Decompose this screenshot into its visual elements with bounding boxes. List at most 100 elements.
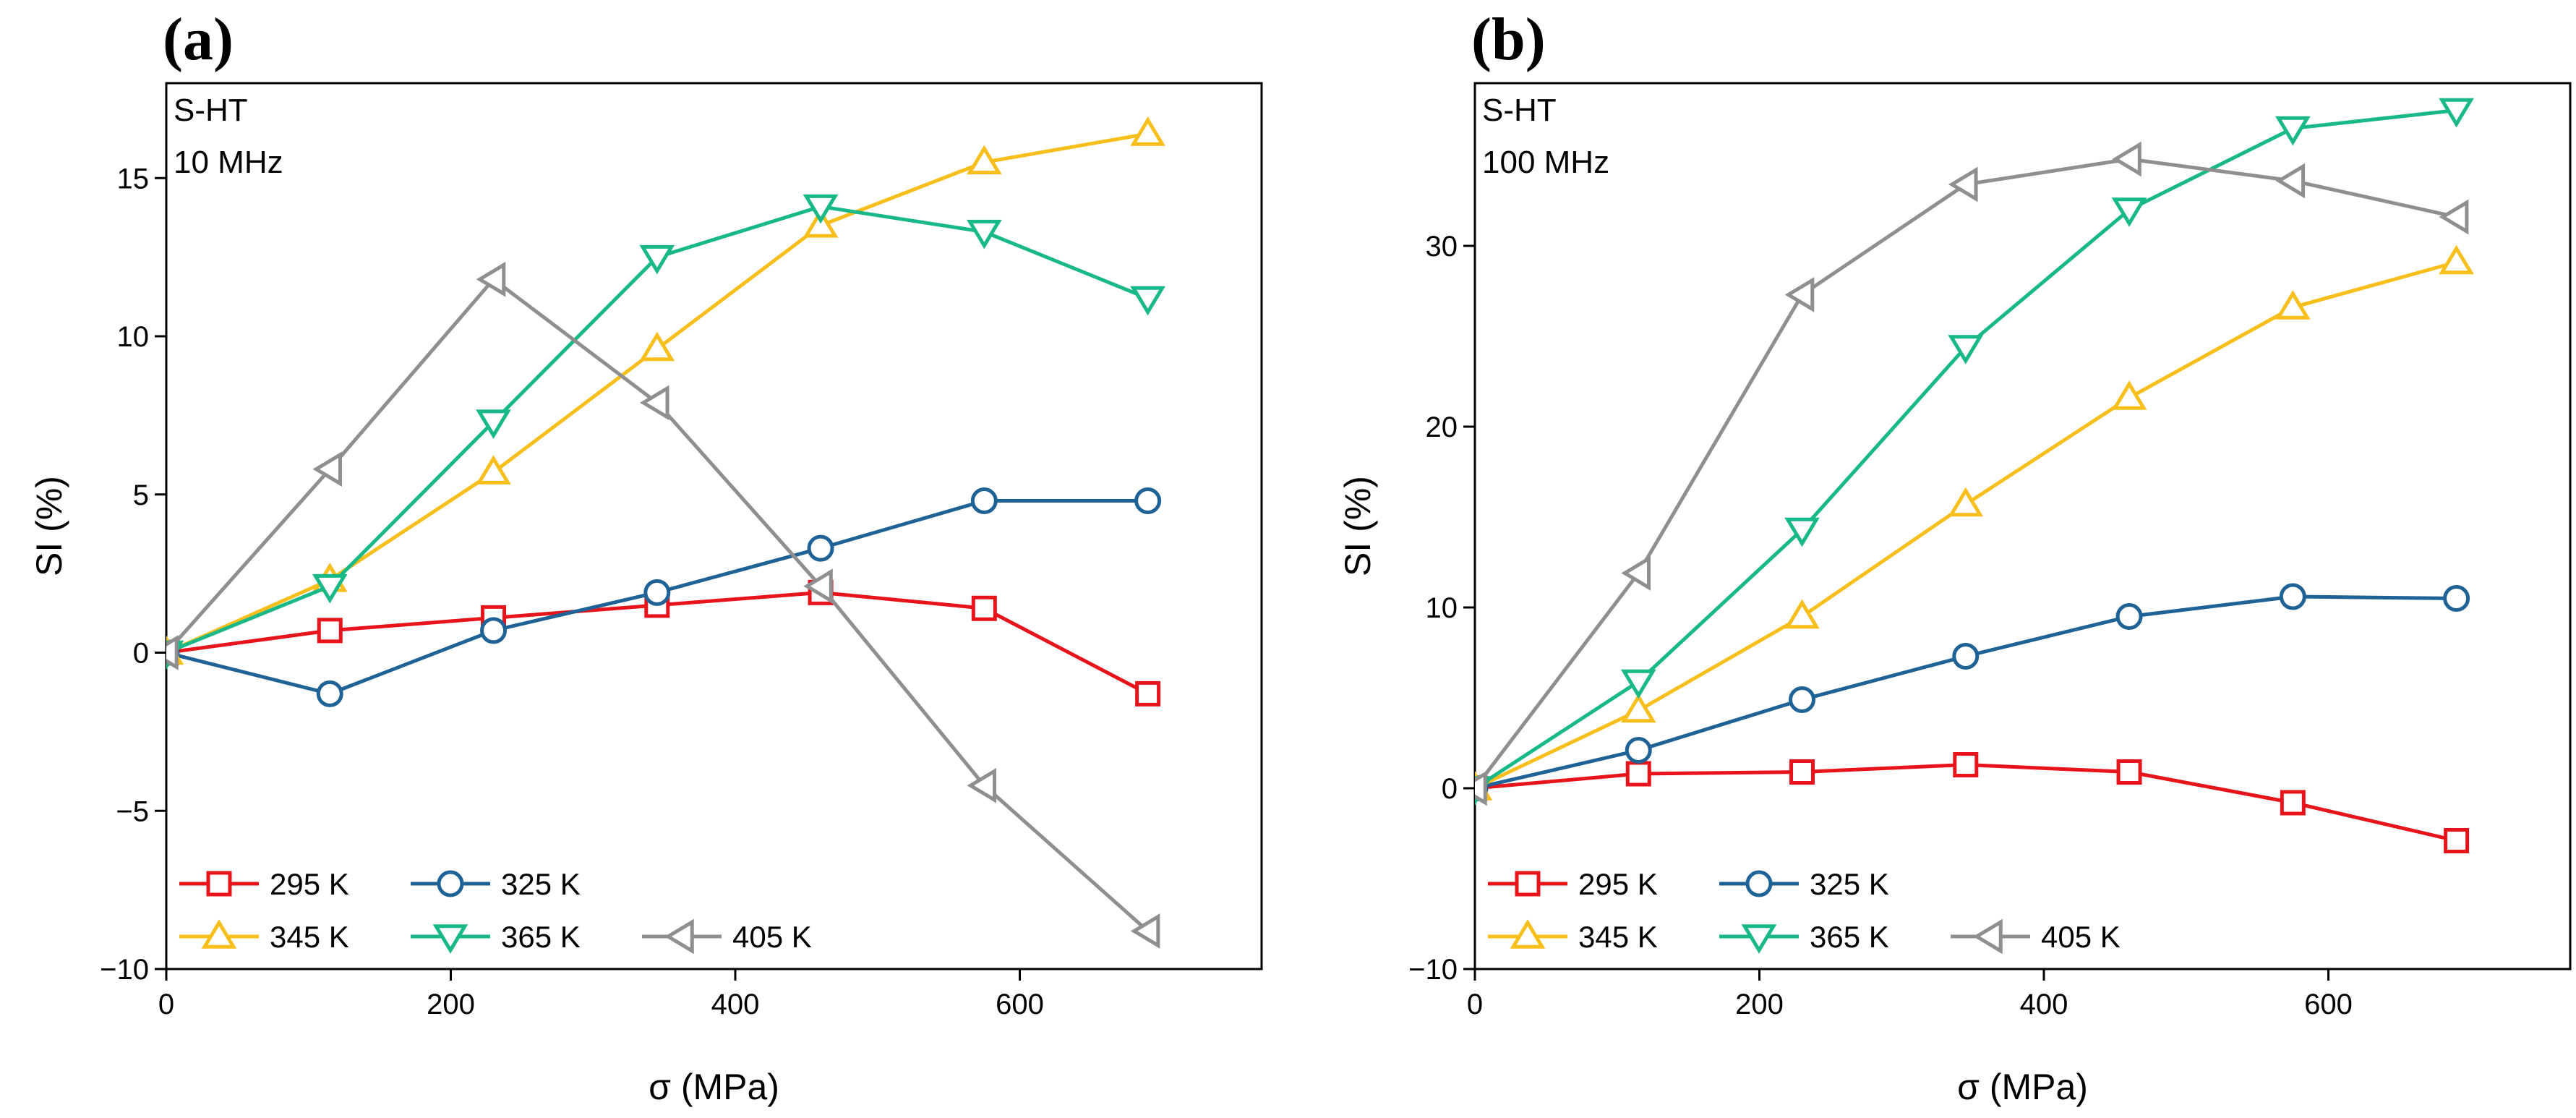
series-295k	[1475, 752, 2470, 853]
panel-label-close: )	[213, 6, 234, 73]
panel-label-close: )	[1526, 6, 1546, 73]
annotation-text: S-HT	[174, 93, 248, 128]
series-405k	[166, 261, 1160, 949]
y-tick-label: 10	[117, 321, 150, 353]
x-tick-label: 600	[996, 989, 1044, 1020]
data-point	[803, 208, 839, 238]
legend-item: 325 K	[411, 867, 581, 901]
panel-label-letter: b	[1492, 6, 1526, 73]
data-point	[639, 331, 675, 362]
data-point	[1475, 770, 1487, 806]
data-point	[1135, 680, 1161, 707]
y-axis-label: SI (%)	[29, 476, 69, 576]
plot-frame	[1473, 82, 2572, 970]
legend-label: 325 K	[501, 867, 581, 901]
legend-marker	[206, 871, 232, 897]
data-point	[1130, 286, 1165, 316]
data-point	[1134, 487, 1162, 514]
legend-label: 405 K	[2041, 920, 2121, 954]
data-point	[476, 261, 506, 297]
data-point	[1948, 166, 1978, 202]
data-point	[967, 767, 997, 803]
legend-item: 295 K	[1488, 867, 1658, 901]
x-tick-label: 200	[1735, 989, 1784, 1020]
legend-item: 325 K	[1719, 867, 1889, 901]
y-tick-label: 15	[117, 163, 150, 195]
data-point	[1130, 913, 1160, 949]
data-point	[1620, 693, 1656, 723]
data-point	[476, 409, 511, 439]
annotation-text: 100 MHz	[1482, 145, 1609, 180]
legend-marker	[1510, 919, 1546, 949]
data-point	[2275, 290, 2311, 320]
legend-label: 405 K	[732, 920, 812, 954]
data-point	[2111, 380, 2147, 410]
legend-marker	[432, 924, 468, 954]
data-point	[1789, 759, 1815, 785]
annotation-text: S-HT	[1482, 93, 1557, 128]
data-point	[971, 595, 997, 621]
data-point	[966, 219, 1002, 249]
data-point	[643, 579, 671, 606]
data-point	[2112, 141, 2141, 177]
data-point	[2279, 583, 2306, 610]
legend-label: 295 K	[1578, 867, 1658, 901]
legend-marker	[1741, 924, 1777, 954]
data-point	[1784, 599, 1820, 629]
series-365k	[166, 194, 1165, 670]
x-tick-label: 0	[1467, 989, 1483, 1020]
legend-label: 365 K	[1810, 920, 1889, 954]
legend-label: 345 K	[1578, 920, 1658, 954]
legend-item: 295 K	[179, 867, 349, 901]
x-axis-label: σ (MPa)	[1957, 1067, 2088, 1107]
data-point	[316, 680, 343, 707]
y-tick-label: 30	[1426, 231, 1458, 263]
y-tick-label: 5	[133, 479, 149, 511]
legend-marker	[1973, 918, 2003, 955]
data-point	[2443, 585, 2470, 612]
x-axis-label: σ (MPa)	[649, 1067, 779, 1107]
panel-label-open: (	[1471, 6, 1492, 73]
data-point	[2280, 790, 2306, 816]
plot-frame	[165, 82, 1263, 970]
data-point	[1952, 643, 1980, 670]
legend-item: 345 K	[179, 919, 349, 954]
data-point	[807, 534, 834, 562]
legend-label: 325 K	[1810, 867, 1889, 901]
legend-item: 365 K	[411, 920, 581, 954]
data-point	[2439, 244, 2474, 275]
legend-item: 405 K	[1951, 918, 2121, 955]
legend-item: 345 K	[1488, 919, 1658, 954]
chart-panel-a: (a) 0 200 400 600 −10 −5 0 5 10 15 σ (MPa) SI (%) S-H…	[29, 6, 1263, 1107]
y-tick-label: 0	[1442, 773, 1458, 805]
data-point	[639, 244, 675, 275]
annotation-text: 10 MHz	[174, 145, 283, 180]
data-point	[1620, 669, 1656, 699]
data-point	[2115, 603, 2143, 630]
data-point	[2275, 116, 2311, 146]
data-point	[2275, 163, 2306, 199]
y-tick-label: −5	[116, 795, 149, 827]
data-point	[1784, 277, 1815, 312]
data-point	[1789, 686, 1816, 713]
data-point	[803, 194, 839, 224]
series-365k	[1475, 98, 2474, 806]
data-point	[317, 618, 343, 644]
y-tick-label: −10	[1408, 954, 1458, 986]
data-point	[2439, 98, 2474, 128]
legend-marker	[437, 870, 464, 897]
series-405k	[1475, 141, 2469, 806]
y-tick-label: −10	[100, 954, 149, 986]
legend-marker	[1515, 871, 1541, 897]
data-point	[1953, 752, 1979, 777]
panel-label-letter: a	[183, 6, 213, 73]
panel-label: (a)	[163, 6, 234, 73]
data-point	[1948, 335, 1984, 364]
data-point	[1625, 737, 1652, 764]
series-325k	[1475, 583, 2470, 802]
y-axis-label: SI (%)	[1338, 476, 1378, 576]
y-tick-label: 0	[133, 638, 149, 670]
panel-label-open: (	[163, 6, 183, 73]
data-point	[1784, 517, 1820, 547]
